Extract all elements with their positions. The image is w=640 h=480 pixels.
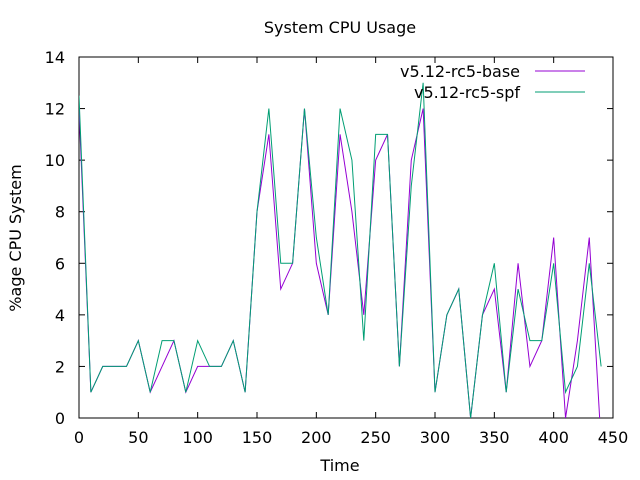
x-tick-label: 50 [128,428,148,447]
x-tick-label: 300 [420,428,451,447]
plot-frame [78,56,614,419]
y-tick-label: 4 [55,306,65,325]
legend-label-1: v5.12-rc5-base [400,62,520,81]
x-axis-label: Time [319,456,359,475]
y-axis-label: %age CPU System [6,164,25,311]
y-tick-label: 10 [45,151,65,170]
y-tick-label: 0 [55,409,65,428]
y-tick-label: 2 [55,357,65,376]
legend-label-2: v5.12-rc5-spf [414,83,520,102]
x-tick-label: 350 [479,428,510,447]
series-line-2 [79,82,602,418]
series-line-1 [79,108,601,418]
x-tick-label: 0 [74,428,84,447]
y-tick-label: 12 [45,100,65,119]
x-tick-label: 150 [242,428,273,447]
x-tick-label: 400 [538,428,569,447]
y-tick-label: 6 [55,254,65,273]
axis-ticks: 0 50 100 150 200 250 300 350 400 450 0 2 4 6 8 10 12 14 [45,48,629,447]
legend: v5.12-rc5-base v5.12-rc5-spf [400,62,585,102]
y-tick-label: 8 [55,203,65,222]
x-tick-label: 250 [360,428,391,447]
chart-title: System CPU Usage [264,18,416,37]
y-tick-label: 14 [45,48,65,67]
series-lines [79,82,602,418]
x-tick-label: 450 [598,428,629,447]
x-tick-label: 100 [182,428,213,447]
plot-border [78,56,614,419]
x-tick-label: 200 [301,428,332,447]
